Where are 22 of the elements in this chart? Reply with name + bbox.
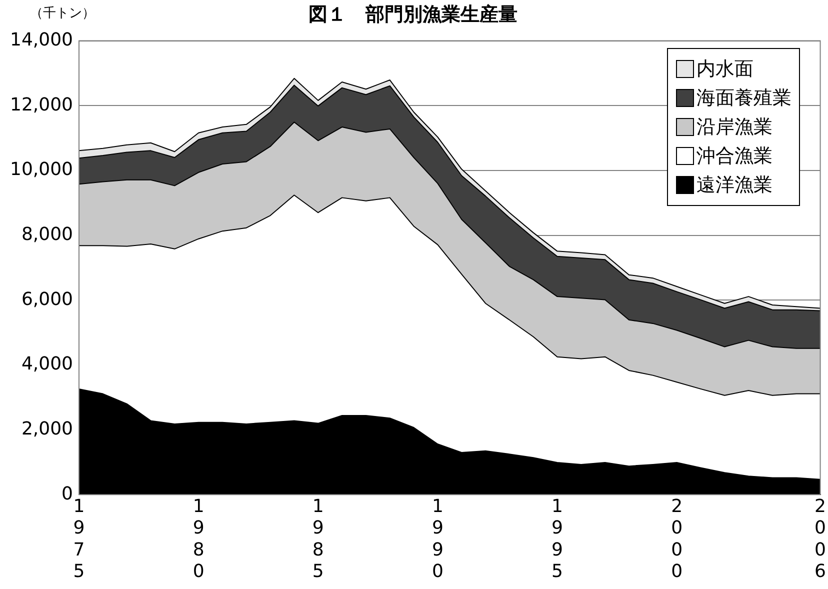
legend-label: 遠洋漁業 [696, 172, 772, 198]
x-tick-label: 1975 [73, 496, 85, 582]
y-tick-label: 14,000 [10, 29, 73, 50]
legend-label: 沖合漁業 [696, 144, 772, 169]
legend-label: 沿岸漁業 [696, 114, 772, 140]
x-tick-label: 1995 [552, 496, 563, 582]
y-tick-label: 2,000 [21, 418, 73, 440]
x-tick-label: 2006 [814, 496, 826, 582]
y-axis-title: （千トン） [30, 5, 95, 22]
y-tick-label: 4,000 [21, 354, 73, 375]
y-tick-label: 12,000 [10, 94, 73, 116]
x-tick-label: 1985 [312, 496, 324, 582]
y-tick-label: 0 [62, 483, 73, 504]
legend-label: 海面養殖業 [696, 86, 792, 111]
chart-title: 図１ 部門別漁業生産量 [308, 3, 518, 26]
y-tick-label: 10,000 [10, 159, 73, 180]
x-tick-label: 1990 [432, 496, 444, 582]
y-tick-label: 8,000 [21, 224, 73, 245]
legend-label: 内水面 [696, 56, 754, 82]
x-tick-label: 2000 [671, 496, 683, 582]
y-tick-label: 6,000 [21, 288, 73, 310]
x-tick-label: 1980 [192, 496, 204, 582]
